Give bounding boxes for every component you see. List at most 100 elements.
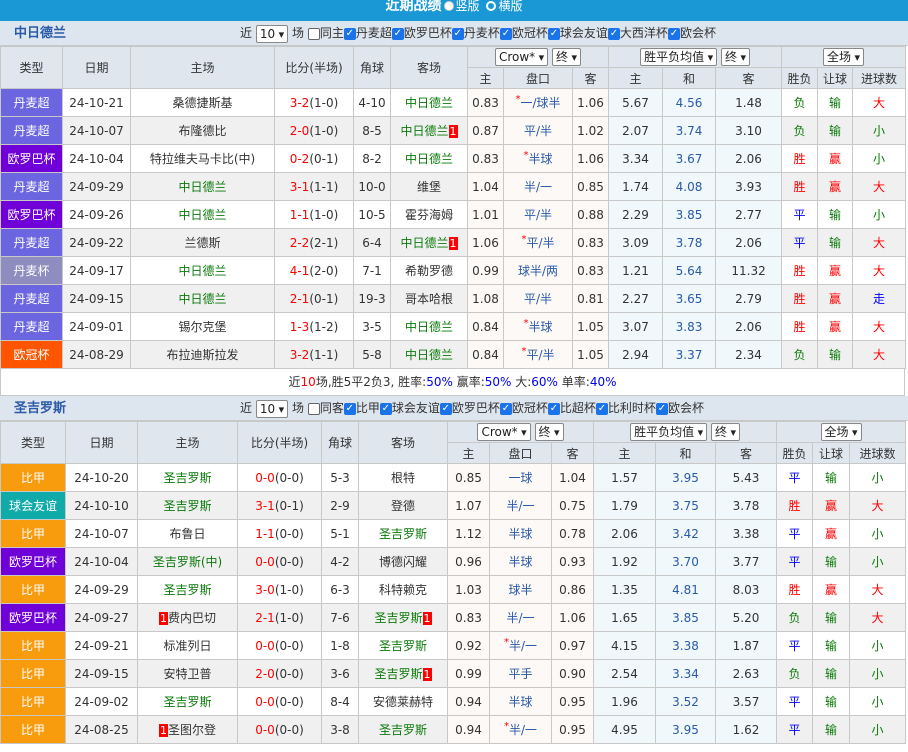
league-type[interactable]: 比甲 [0, 575, 66, 604]
handicap-line[interactable]: 一球 [489, 463, 552, 492]
match-count-select[interactable]: 10 [255, 24, 289, 43]
away-team[interactable]: 登德 [358, 491, 448, 520]
final2-select[interactable]: 终 [710, 423, 740, 441]
home-team[interactable]: 圣吉罗斯 [137, 491, 238, 520]
league-filter-checkbox[interactable]: ✓ [607, 27, 620, 40]
home-team[interactable]: 圣吉罗斯 [137, 687, 238, 716]
handicap-line[interactable]: 平/半 [503, 116, 573, 145]
home-team[interactable]: 布隆德比 [130, 116, 275, 145]
match-score[interactable]: 0-0(0-0) [237, 631, 322, 660]
league-filter-checkbox[interactable]: ✓ [547, 27, 560, 40]
match-score[interactable]: 2-2(2-1) [274, 228, 354, 257]
handicap-line[interactable]: 平/半 [503, 200, 573, 229]
match-score[interactable]: 0-0(0-0) [237, 715, 322, 744]
handicap-line[interactable]: 平/半 [503, 284, 573, 313]
match-score[interactable]: 0-0(0-0) [237, 547, 322, 576]
match-score[interactable]: 1-1(0-0) [237, 519, 322, 548]
home-team[interactable]: 圣吉罗斯 [137, 575, 238, 604]
home-team[interactable]: 1费内巴切 [137, 603, 238, 632]
handicap-line[interactable]: 平手 [489, 659, 552, 688]
league-type[interactable]: 比甲 [0, 659, 66, 688]
league-filter-checkbox[interactable]: ✓ [595, 402, 608, 415]
league-type[interactable]: 比甲 [0, 715, 66, 744]
match-score[interactable]: 2-0(0-0) [237, 659, 322, 688]
handicap-line[interactable]: *半球 [503, 144, 573, 173]
home-team[interactable]: 锡尔克堡 [130, 312, 275, 341]
match-score[interactable]: 3-0(1-0) [237, 575, 322, 604]
match-score[interactable]: 1-3(1-2) [274, 312, 354, 341]
league-type[interactable]: 欧罗巴杯 [0, 603, 66, 632]
handicap-line[interactable]: 球半 [489, 575, 552, 604]
handicap-line[interactable]: 半/一 [503, 172, 573, 201]
company-select[interactable]: Crow* [494, 48, 549, 66]
handicap-line[interactable]: *半球 [503, 312, 573, 341]
vertical-radio[interactable] [443, 1, 454, 11]
company-select[interactable]: Crow* [477, 423, 531, 441]
match-score[interactable]: 3-2(1-1) [274, 340, 354, 369]
away-team[interactable]: 维堡 [390, 172, 468, 201]
handicap-line[interactable]: 半/一 [489, 491, 552, 520]
home-team[interactable]: 布拉迪斯拉发 [130, 340, 275, 369]
league-type[interactable]: 欧罗巴杯 [0, 144, 63, 173]
home-team[interactable]: 1圣图尔登 [137, 715, 238, 744]
league-filter-checkbox[interactable]: ✓ [499, 402, 512, 415]
away-team[interactable]: 中日德兰1 [390, 228, 468, 257]
away-team[interactable]: 圣吉罗斯 [358, 631, 448, 660]
league-filter-checkbox[interactable]: ✓ [391, 27, 404, 40]
euro-odds-select[interactable]: 胜平负均值 [640, 48, 718, 66]
league-type[interactable]: 比甲 [0, 687, 66, 716]
league-filter-checkbox[interactable]: ✓ [547, 402, 560, 415]
league-type[interactable]: 球会友谊 [0, 491, 66, 520]
home-team[interactable]: 特拉维夫马卡比(中) [130, 144, 275, 173]
match-score[interactable]: 0-0(0-0) [237, 687, 322, 716]
league-filter-checkbox[interactable]: ✓ [499, 27, 512, 40]
away-team[interactable]: 圣吉罗斯 [358, 715, 448, 744]
home-team[interactable]: 中日德兰 [130, 200, 275, 229]
away-team[interactable]: 中日德兰 [390, 340, 468, 369]
handicap-line[interactable]: *半/一 [489, 631, 552, 660]
away-team[interactable]: 中日德兰 [390, 88, 468, 117]
league-type[interactable]: 欧罗巴杯 [0, 200, 63, 229]
match-score[interactable]: 0-0(0-0) [237, 463, 322, 492]
home-team[interactable]: 圣吉罗斯(中) [137, 547, 238, 576]
home-team[interactable]: 兰德斯 [130, 228, 275, 257]
handicap-line[interactable]: 半/一 [489, 603, 552, 632]
league-type[interactable]: 丹麦超 [0, 284, 63, 313]
away-team[interactable]: 中日德兰 [390, 144, 468, 173]
handicap-line[interactable]: 球半/两 [503, 256, 573, 285]
same-venue-checkbox[interactable] [307, 402, 320, 415]
handicap-line[interactable]: *平/半 [503, 228, 573, 257]
away-team[interactable]: 霍芬海姆 [390, 200, 468, 229]
away-team[interactable]: 根特 [358, 463, 448, 492]
home-team[interactable]: 标准列日 [137, 631, 238, 660]
match-score[interactable]: 1-1(1-0) [274, 200, 354, 229]
horizontal-radio[interactable] [486, 1, 497, 11]
period-select[interactable]: 全场 [820, 423, 862, 441]
home-team[interactable]: 安特卫普 [137, 659, 238, 688]
home-team[interactable]: 中日德兰 [130, 172, 275, 201]
league-type[interactable]: 丹麦超 [0, 172, 63, 201]
league-type[interactable]: 丹麦超 [0, 88, 63, 117]
league-type[interactable]: 丹麦杯 [0, 256, 63, 285]
handicap-line[interactable]: *半/一 [489, 715, 552, 744]
away-team[interactable]: 希勒罗德 [390, 256, 468, 285]
final-select[interactable]: 终 [534, 423, 564, 441]
away-team[interactable]: 博德闪耀 [358, 547, 448, 576]
away-team[interactable]: 安德莱赫特 [358, 687, 448, 716]
away-team[interactable]: 圣吉罗斯 [358, 519, 448, 548]
home-team[interactable]: 圣吉罗斯 [137, 463, 238, 492]
final-select[interactable]: 终 [552, 48, 582, 66]
final2-select[interactable]: 终 [720, 48, 750, 66]
match-score[interactable]: 2-1(1-0) [237, 603, 322, 632]
match-count-select[interactable]: 10 [255, 399, 289, 418]
away-team[interactable]: 中日德兰 [390, 312, 468, 341]
match-score[interactable]: 0-2(0-1) [274, 144, 354, 173]
league-type[interactable]: 比甲 [0, 519, 66, 548]
league-filter-checkbox[interactable]: ✓ [451, 27, 464, 40]
league-filter-checkbox[interactable]: ✓ [343, 27, 356, 40]
away-team[interactable]: 圣吉罗斯1 [358, 603, 448, 632]
euro-odds-select[interactable]: 胜平负均值 [630, 423, 708, 441]
home-team[interactable]: 中日德兰 [130, 284, 275, 313]
league-filter-checkbox[interactable]: ✓ [439, 402, 452, 415]
league-filter-checkbox[interactable]: ✓ [655, 402, 668, 415]
